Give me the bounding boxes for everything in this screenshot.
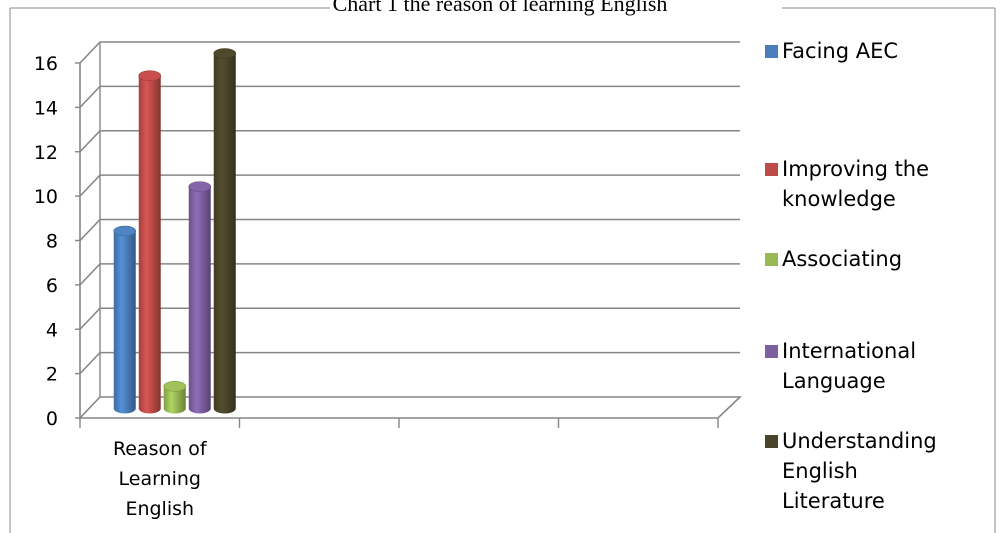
chart-title: Chart 1 the reason of learning English	[332, 0, 668, 16]
legend-swatch	[765, 435, 778, 448]
gridline-wall	[79, 85, 101, 108]
x-axis-labels: Reason of Learning English	[113, 438, 208, 520]
legend-swatch	[765, 345, 778, 358]
legend-label: Facing AEC	[782, 39, 898, 63]
x-category-label: English	[125, 498, 194, 520]
bar	[138, 75, 161, 414]
gridline-wall	[79, 218, 101, 242]
y-tick-label: 6	[46, 275, 58, 297]
bar	[163, 386, 186, 414]
gridline-wall	[79, 41, 101, 64]
y-tick-label: 0	[46, 408, 58, 430]
bar-top	[213, 48, 237, 59]
gridline-wall	[79, 263, 101, 286]
bar-top	[163, 381, 187, 392]
gridline-wall	[79, 130, 101, 153]
bar	[113, 231, 136, 414]
bar-top	[138, 70, 162, 81]
y-tick-label: 2	[46, 364, 58, 386]
legend: Facing AEC Improving the knowledge Associat…	[765, 39, 937, 513]
legend-label: knowledge	[782, 187, 896, 211]
bar-top	[113, 225, 137, 237]
y-tick-label: 4	[46, 319, 58, 341]
bars	[113, 48, 237, 414]
legend-swatch	[765, 45, 778, 58]
y-tick-label: 12	[34, 142, 58, 164]
legend-label: Associating	[782, 247, 902, 271]
x-category-label: Learning	[119, 468, 202, 490]
y-tick-label: 10	[34, 186, 58, 208]
y-tick-label: 8	[46, 231, 58, 253]
legend-label: English	[782, 459, 858, 483]
bar	[188, 186, 211, 414]
bar-top	[188, 181, 212, 192]
legend-label: Understanding	[782, 429, 937, 453]
gridline-wall	[79, 307, 101, 330]
axes	[78, 42, 742, 428]
y-tick-label: 14	[34, 97, 58, 119]
bar	[213, 53, 236, 414]
legend-swatch	[765, 253, 778, 266]
gridline-wall	[79, 174, 101, 197]
gridline-wall	[79, 352, 101, 375]
x-category-label: Reason of	[113, 438, 208, 460]
floor	[78, 396, 742, 419]
y-tick-label: 16	[34, 53, 58, 75]
legend-label: International	[782, 339, 916, 363]
legend-label: Literature	[782, 489, 885, 513]
legend-swatch	[765, 163, 778, 176]
legend-label: Language	[782, 369, 886, 393]
gridlines	[79, 41, 740, 375]
legend-label: Improving the	[782, 157, 929, 181]
y-axis-ticks: 0 2 4 6 8 10 12 14 16	[34, 53, 80, 430]
